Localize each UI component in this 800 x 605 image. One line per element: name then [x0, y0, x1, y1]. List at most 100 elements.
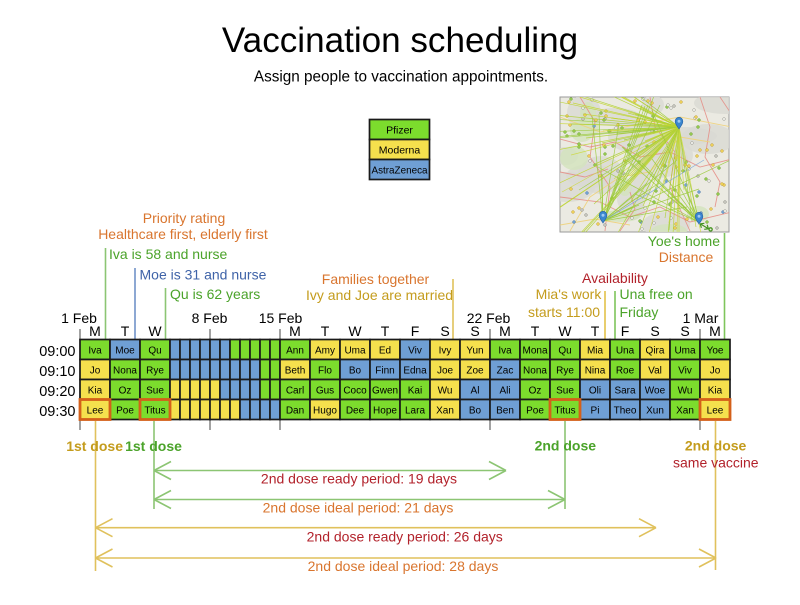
svg-text:Zac: Zac: [497, 365, 514, 376]
svg-text:Amy: Amy: [315, 345, 335, 356]
svg-text:T: T: [321, 323, 330, 339]
svg-text:Moe is 31 and nurse: Moe is 31 and nurse: [140, 267, 267, 283]
svg-text:Kai: Kai: [408, 385, 422, 396]
svg-text:09:00: 09:00: [39, 344, 75, 360]
svg-text:W: W: [348, 323, 362, 339]
svg-text:T: T: [591, 323, 600, 339]
svg-text:Joe: Joe: [437, 365, 454, 376]
svg-text:Qu: Qu: [558, 345, 571, 356]
svg-text:Jo: Jo: [90, 365, 101, 376]
svg-text:Rye: Rye: [146, 365, 164, 376]
svg-text:2nd dose: 2nd dose: [535, 438, 597, 454]
svg-text:Coco: Coco: [343, 385, 367, 396]
svg-text:Xan: Xan: [436, 405, 454, 416]
svg-text:Nona: Nona: [113, 365, 137, 376]
svg-text:Priority rating: Priority rating: [143, 210, 225, 226]
svg-text:Dan: Dan: [286, 405, 304, 416]
svg-text:1 Feb: 1 Feb: [61, 310, 97, 326]
svg-text:Xan: Xan: [676, 405, 694, 416]
svg-text:starts 11:00: starts 11:00: [528, 304, 600, 320]
svg-text:Vaccination scheduling: Vaccination scheduling: [222, 21, 578, 60]
svg-text:Oli: Oli: [589, 385, 601, 396]
svg-text:M: M: [89, 323, 101, 339]
svg-text:Woe: Woe: [645, 385, 666, 396]
svg-text:2nd dose ideal period: 28 days: 2nd dose ideal period: 28 days: [308, 558, 499, 574]
svg-text:Uma: Uma: [674, 345, 696, 356]
svg-text:Distance: Distance: [659, 249, 714, 265]
svg-text:Xun: Xun: [646, 405, 664, 416]
svg-text:Healthcare first, elderly firs: Healthcare first, elderly first: [98, 226, 268, 242]
svg-text:Ali: Ali: [499, 385, 510, 396]
svg-text:Pfizer: Pfizer: [386, 124, 413, 136]
svg-text:Una free on: Una free on: [620, 286, 693, 302]
svg-text:2nd dose: 2nd dose: [685, 438, 747, 454]
svg-text:Pi: Pi: [591, 405, 600, 416]
svg-text:Mona: Mona: [522, 345, 547, 356]
svg-text:Wu: Wu: [438, 385, 453, 396]
svg-text:AstraZeneca: AstraZeneca: [372, 164, 428, 176]
svg-text:same vaccine: same vaccine: [673, 455, 759, 471]
svg-text:Ivy and Joe are married: Ivy and Joe are married: [306, 287, 453, 303]
svg-text:Roe: Roe: [616, 365, 635, 376]
svg-text:Bo: Bo: [349, 365, 362, 376]
svg-text:Families together: Families together: [322, 271, 430, 287]
svg-text:T: T: [531, 323, 540, 339]
svg-text:1st dose: 1st dose: [125, 438, 182, 454]
svg-text:Finn: Finn: [375, 365, 394, 376]
svg-text:Edna: Edna: [403, 365, 427, 376]
svg-text:2nd dose ideal period: 21 days: 2nd dose ideal period: 21 days: [263, 500, 454, 516]
svg-text:Availability: Availability: [582, 270, 648, 286]
svg-text:Iva is 58 and nurse: Iva is 58 and nurse: [109, 246, 228, 262]
svg-text:Ben: Ben: [496, 405, 514, 416]
svg-text:Viv: Viv: [678, 365, 692, 376]
svg-text:F: F: [621, 323, 630, 339]
svg-text:Poe: Poe: [116, 405, 134, 416]
svg-text:Friday: Friday: [620, 304, 659, 320]
svg-text:2nd dose ready period: 26 days: 2nd dose ready period: 26 days: [307, 529, 503, 545]
svg-text:Nona: Nona: [523, 365, 547, 376]
svg-text:Yun: Yun: [466, 345, 483, 356]
svg-text:Oz: Oz: [529, 385, 542, 396]
svg-text:Titus: Titus: [144, 405, 165, 416]
svg-text:1st dose: 1st dose: [66, 438, 123, 454]
svg-text:Lee: Lee: [707, 405, 724, 416]
svg-text:Ivy: Ivy: [439, 345, 452, 356]
svg-text:09:20: 09:20: [39, 384, 75, 400]
svg-text:T: T: [381, 323, 390, 339]
svg-text:Ed: Ed: [379, 345, 391, 356]
svg-text:Lara: Lara: [405, 405, 425, 416]
svg-text:Una: Una: [616, 345, 635, 356]
svg-text:09:10: 09:10: [39, 364, 75, 380]
svg-text:Nina: Nina: [585, 365, 606, 376]
svg-text:W: W: [148, 323, 162, 339]
svg-text:09:30: 09:30: [39, 404, 75, 420]
svg-text:2nd dose ready period: 19 days: 2nd dose ready period: 19 days: [261, 471, 457, 487]
svg-text:Yoe's home: Yoe's home: [648, 233, 720, 249]
svg-text:Wu: Wu: [678, 385, 693, 396]
svg-text:Al: Al: [471, 385, 480, 396]
svg-text:Beth: Beth: [285, 365, 306, 376]
svg-text:Moderna: Moderna: [379, 144, 421, 156]
svg-text:22 Feb: 22 Feb: [467, 310, 511, 326]
svg-text:Hope: Hope: [373, 405, 397, 416]
svg-text:Assign people to vaccination a: Assign people to vaccination appointment…: [254, 69, 548, 86]
svg-text:Qu is 62 years: Qu is 62 years: [170, 286, 260, 302]
svg-text:Yoe: Yoe: [707, 345, 724, 356]
svg-text:Sue: Sue: [556, 385, 574, 396]
svg-text:S: S: [680, 323, 689, 339]
svg-text:Uma: Uma: [344, 345, 366, 356]
svg-text:Iva: Iva: [88, 345, 102, 356]
svg-text:Oz: Oz: [119, 385, 132, 396]
svg-text:Titus: Titus: [554, 405, 575, 416]
svg-text:15 Feb: 15 Feb: [259, 310, 303, 326]
svg-text:W: W: [558, 323, 572, 339]
svg-text:Carl: Carl: [286, 385, 304, 396]
svg-text:Mia: Mia: [587, 345, 604, 356]
svg-text:Moe: Moe: [115, 345, 135, 356]
svg-text:Kia: Kia: [708, 385, 723, 396]
svg-text:Flo: Flo: [318, 365, 332, 376]
svg-text:Iva: Iva: [498, 345, 512, 356]
svg-text:Gwen: Gwen: [372, 385, 398, 396]
svg-text:Zoe: Zoe: [466, 365, 484, 376]
svg-text:M: M: [499, 323, 511, 339]
